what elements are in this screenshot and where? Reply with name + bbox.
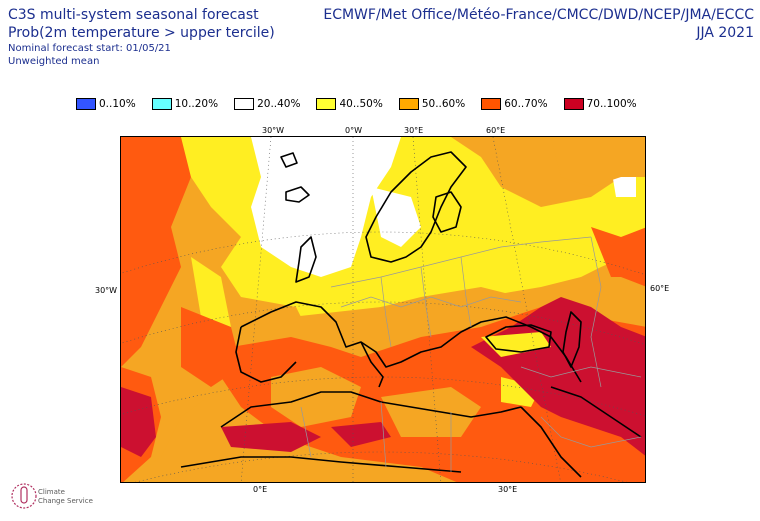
region-20-40 [371,187,421,247]
country-border [540,416,642,448]
coastline-uk [295,236,317,283]
country-border [380,276,392,348]
country-border [460,256,472,328]
region-70-100 [221,422,321,452]
logo-ring [11,483,37,509]
coastline-finland [432,191,462,233]
lon-label-bottom: 0°E [253,485,268,494]
lon-label-top: 30°E [404,126,424,135]
lon-label-top: 60°E [486,126,506,135]
country-border [300,406,312,458]
legend-label: 20..40% [257,98,301,110]
region-50-60 [271,367,361,427]
map-svg [121,137,645,482]
mean-type: Unweighted mean [8,56,100,67]
map-subtitle: Prob(2m temperature > upper tercile) [8,25,275,41]
header-left: C3S multi-system seasonal forecast Prob(… [8,6,275,68]
forecast-start: Nominal forecast start: 01/05/21 [8,43,171,54]
legend-swatch [398,98,419,110]
lon-label-left: 30°W [95,286,118,295]
legend-label: 70..100% [586,98,637,110]
region-70-100 [331,422,391,447]
probability-map [120,136,646,483]
region-40-50 [481,332,551,357]
legend-item: 70..100% [563,98,637,110]
legend-item: 10..20% [151,98,219,110]
country-border [380,401,387,468]
region-60-70 [181,307,241,387]
logo-line2: Change Service [38,497,93,505]
legend: 0..10% 10..20% 20..40% 40..50% 50..60% 6… [76,96,653,112]
coastlines [180,151,642,478]
legend-item: 60..70% [481,98,548,110]
country-border [340,296,522,308]
graticule [121,137,645,482]
legend-item: 40..50% [316,98,383,110]
region-70-100 [121,387,156,457]
legend-item: 20..40% [234,98,300,110]
logo-text: Climate Change Service [38,488,93,506]
c3s-logo [11,483,37,509]
coastline-scandinavia [365,151,467,263]
coastline-arabia [550,386,642,438]
longitude-line [492,137,561,482]
latitude-line [135,451,627,482]
coastline-arctic-island [280,152,298,168]
region-50-60 [381,387,481,437]
legend-label: 40..50% [339,98,383,110]
country-borders [300,236,642,472]
legend-swatch [234,98,255,110]
latitude-line [121,231,645,275]
region-50-60 [551,137,645,187]
legend-label: 50..60% [421,98,466,110]
legend-label: 60..70% [504,98,548,110]
coastline-red-sea [520,406,582,478]
legend-label: 10..20% [174,98,219,110]
coastline-black-sea [485,324,552,353]
legend-swatch [316,98,337,110]
lon-label-top: 0°W [345,126,362,135]
map-title: C3S multi-system seasonal forecast [8,7,259,23]
country-border [420,266,432,338]
region-60-70 [121,137,191,367]
legend-label: 0..10% [99,98,136,110]
legend-swatch [76,98,96,110]
coastline-italy [360,341,384,388]
forecast-season: JJA 2021 [696,25,754,41]
lon-label-right: 60°E [650,284,670,293]
latitude-line [121,301,645,345]
logo-line1: Climate [38,488,65,496]
coastline-sahel [180,456,462,473]
coastline-iceland [285,186,310,203]
thermometer-icon [20,486,28,504]
lon-label-bottom: 30°E [498,485,518,494]
legend-swatch [563,98,584,110]
country-border [590,236,602,388]
forecast-centres: ECMWF/Met Office/Météo-France/CMCC/DWD/N… [323,7,754,23]
legend-item: 50..60% [398,98,466,110]
coastline-caspian [562,311,582,368]
lon-label-top: 30°W [262,126,285,135]
legend-swatch [481,98,502,110]
country-border [520,366,642,378]
legend-swatch [151,98,172,110]
header-right: ECMWF/Met Office/Météo-France/CMCC/DWD/N… [323,6,754,42]
legend-item: 0..10% [76,98,136,110]
coastline-iberia [235,326,297,383]
region-60-70 [591,227,645,287]
coastline-mediterranean-north [240,301,582,383]
